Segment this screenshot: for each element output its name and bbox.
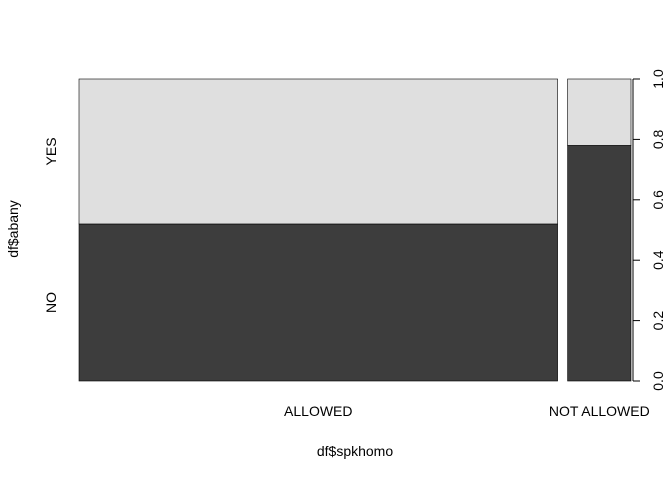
x-axis-title: df$spkhomo — [317, 443, 393, 459]
bars-group — [78, 78, 632, 382]
bar-allowed-yes — [78, 78, 558, 225]
bar-allowed-no — [78, 223, 558, 382]
right-y-axis: 0.0 0.2 0.4 0.6 0.8 1.0 — [632, 69, 666, 391]
y-category-label: NO — [43, 292, 59, 313]
right-axis-tick-label: 0.8 — [650, 129, 666, 149]
right-axis-tick-label: 0.0 — [650, 371, 666, 391]
bar-not-allowed-no — [567, 145, 632, 382]
y-category-label: YES — [43, 137, 59, 165]
x-category-label: ALLOWED — [284, 403, 352, 419]
right-axis-tick-label: 0.4 — [650, 250, 666, 270]
y-axis-title: df$abany — [5, 200, 21, 258]
right-axis-tick-label: 0.6 — [650, 190, 666, 210]
right-axis-tick-label: 1.0 — [650, 69, 666, 89]
right-axis-tick-label: 0.2 — [650, 311, 666, 331]
bar-not-allowed-yes — [567, 78, 632, 146]
left-category-labels: NO YES — [43, 137, 59, 313]
x-category-labels: ALLOWED NOT ALLOWED — [284, 403, 650, 419]
x-category-label: NOT ALLOWED — [549, 403, 650, 419]
